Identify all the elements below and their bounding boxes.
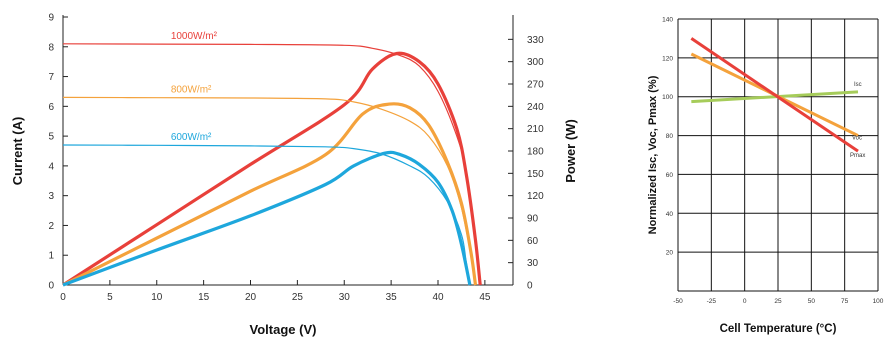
series-label: Isc <box>854 82 862 88</box>
y2-tick-label: 60 <box>527 236 539 247</box>
x-tick-label: 20 <box>245 292 257 303</box>
x-tick-label: 5 <box>107 292 113 303</box>
x-tick-label: 25 <box>774 298 782 305</box>
x-tick-label: 15 <box>198 292 210 303</box>
x-tick-label: 0 <box>60 292 66 303</box>
y2-tick-label: 180 <box>527 147 544 158</box>
y-axis-title: Current (A) <box>10 117 25 186</box>
x-tick-label: 10 <box>151 292 163 303</box>
y-tick-label: 120 <box>662 55 673 62</box>
temp-line-isc <box>691 90 859 104</box>
y2-tick-label: 270 <box>527 80 544 91</box>
y-tick-label: 0 <box>48 281 54 292</box>
y2-tick-label: 210 <box>527 124 544 135</box>
y-tick-label: 2 <box>48 221 54 232</box>
series-label: Pmax <box>850 153 865 159</box>
temp-line-voc <box>690 52 859 137</box>
y2-tick-label: 30 <box>527 258 539 269</box>
y-tick-label: 20 <box>666 250 674 257</box>
pv-curve-2 <box>62 150 472 287</box>
y-tick-label: 100 <box>662 94 673 101</box>
x-tick-label: 45 <box>479 292 491 303</box>
series-label: 1000W/m² <box>171 31 218 42</box>
y2-tick-label: 300 <box>527 57 544 68</box>
x-tick-label: -50 <box>673 298 683 305</box>
temp-line-pmax <box>690 37 859 153</box>
y-tick-label: 7 <box>48 72 54 83</box>
x-axis-title: Voltage (V) <box>250 322 317 337</box>
series-label: 800W/m² <box>171 84 212 95</box>
iv-curve-1 <box>62 96 477 286</box>
x-tick-label: 75 <box>841 298 849 305</box>
x-tick-label: 0 <box>743 298 747 305</box>
y2-tick-label: 90 <box>527 214 539 225</box>
y-axis-title: Normalized Isc, Voc, Pmax (%) <box>647 75 659 234</box>
pv-curve-1 <box>62 102 478 287</box>
y-tick-label: 40 <box>666 211 674 218</box>
x-axis-title: Cell Temperature (°C) <box>720 323 837 335</box>
y-tick-label: 9 <box>48 13 54 24</box>
x-tick-label: 35 <box>386 292 398 303</box>
x-tick-label: 40 <box>432 292 444 303</box>
x-tick-label: -25 <box>707 298 717 305</box>
y2-tick-label: 150 <box>527 169 544 180</box>
y-tick-label: 140 <box>662 17 673 24</box>
y-tick-label: 3 <box>48 191 54 202</box>
iv-curve-2 <box>62 144 471 286</box>
y-tick-label: 8 <box>48 42 54 53</box>
y2-tick-label: 240 <box>527 102 544 113</box>
x-tick-label: 25 <box>292 292 304 303</box>
y-tick-label: 1 <box>48 251 54 262</box>
y2-axis-title: Power (W) <box>563 119 578 183</box>
x-tick-label: 30 <box>339 292 351 303</box>
y-tick-label: 5 <box>48 132 54 143</box>
y-tick-label: 60 <box>666 172 674 179</box>
y-tick-label: 4 <box>48 161 54 172</box>
x-tick-label: 50 <box>808 298 816 305</box>
y2-tick-label: 0 <box>527 281 533 292</box>
y-tick-label: 80 <box>666 133 674 140</box>
pv-curve-0 <box>62 51 482 287</box>
series-label: 600W/m² <box>171 132 212 143</box>
y-tick-label: 6 <box>48 102 54 113</box>
y2-tick-label: 120 <box>527 191 544 202</box>
series-label: Voc <box>852 136 862 142</box>
y2-tick-label: 330 <box>527 35 544 46</box>
x-tick-label: 100 <box>873 298 884 305</box>
